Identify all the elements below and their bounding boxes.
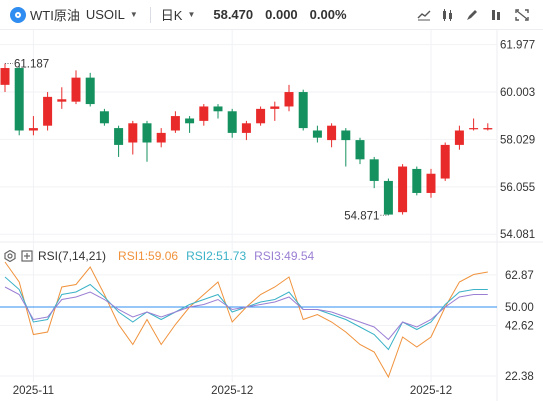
candle-body	[341, 130, 351, 141]
settings-icon[interactable]	[486, 6, 506, 24]
rsi-panel	[0, 261, 497, 379]
candle-body	[398, 166, 408, 213]
price-change: 0.000	[265, 7, 298, 22]
candle-body	[298, 92, 308, 129]
price-tick-label: 60.003	[500, 87, 535, 99]
candle-body	[469, 128, 479, 130]
candle-body	[327, 125, 337, 141]
trend-line-icon[interactable]	[414, 6, 434, 24]
rsi-tick-label: 50.00	[505, 302, 534, 314]
candle-body	[43, 96, 53, 126]
chart-title: WTI原油	[30, 8, 80, 23]
divider	[149, 6, 151, 23]
indicator-settings-icon[interactable]	[21, 250, 33, 262]
candle-body	[227, 111, 237, 133]
indicator-icon[interactable]	[438, 6, 458, 24]
candle-body	[14, 68, 24, 131]
rsi-tick-label: 62.87	[505, 270, 534, 282]
candle-body	[85, 77, 95, 105]
candle-body	[114, 128, 124, 145]
rsi-indicator-name: RSI(7,14,21)	[38, 249, 107, 263]
candle-body	[454, 130, 464, 145]
period-selector[interactable]: 日K	[160, 8, 183, 23]
wti-logo-icon	[10, 6, 26, 23]
candle-body	[199, 106, 209, 121]
rsi-tick-label: 42.62	[505, 320, 534, 332]
candle-body	[156, 132, 166, 143]
max-price-label: 61.187	[14, 59, 49, 71]
candle-body	[284, 92, 294, 107]
candle-body	[128, 123, 138, 143]
candle-body	[241, 123, 251, 133]
rsi-line-rsi3	[4, 286, 488, 341]
date-axis: 2025-11 2025-12 2025-12	[13, 385, 452, 397]
candle-body	[426, 173, 436, 193]
candle-body	[28, 128, 38, 131]
candle-body	[312, 130, 322, 138]
eye-icon[interactable]	[4, 250, 16, 262]
draw-icon[interactable]	[462, 6, 482, 24]
candle-body	[256, 108, 266, 124]
date-tick-label: 2025-11	[13, 385, 54, 397]
rsi1-value: RSI1:59.06	[118, 249, 179, 263]
grid-lines	[0, 30, 497, 382]
rsi-tick-label: 22.38	[505, 371, 534, 383]
price-tick-label: 58.029	[500, 134, 535, 146]
last-price: 58.470	[213, 7, 254, 22]
price-tick-label: 61.977	[500, 40, 535, 52]
chevron-down-icon[interactable]: ▼	[129, 10, 138, 19]
candles: 61.187 54.871	[0, 59, 493, 222]
candle-body	[170, 116, 180, 131]
candle-body	[412, 168, 422, 193]
price-tick-label: 54.081	[500, 229, 535, 241]
candle-body	[355, 140, 365, 160]
candle-body	[270, 106, 280, 109]
candle-body	[185, 118, 195, 124]
rsi-line-rsi1	[4, 261, 488, 379]
price-change-percent: 0.00%	[309, 7, 347, 22]
chevron-down-icon[interactable]: ▼	[187, 10, 196, 19]
price-tick-label: 56.055	[500, 182, 535, 194]
chart-header: WTI原油 USOIL ▼ 日K ▼ 58.470 0.000 0.00%	[0, 0, 543, 30]
rsi3-value: RSI3:49.54	[254, 249, 315, 263]
instrument-selector[interactable]: USOIL	[85, 7, 125, 22]
candlestick-chart[interactable]: 61.187 54.871 61.977 60.003 58.029 56.055 54.…	[0, 30, 543, 401]
candle-body	[369, 159, 379, 181]
date-tick-label: 2025-12	[211, 385, 253, 397]
candle-body	[142, 123, 152, 143]
rsi2-value: RSI2:51.73	[186, 249, 247, 263]
candle-body	[213, 106, 223, 112]
fullscreen-icon[interactable]	[512, 6, 532, 24]
candle-body	[440, 144, 450, 179]
min-price-label: 54.871	[344, 210, 379, 222]
date-tick-label: 2025-12	[410, 385, 452, 397]
candle-body	[57, 99, 67, 102]
candle-body	[99, 111, 109, 124]
candle-body	[383, 180, 393, 215]
candle-body	[0, 68, 10, 85]
price-axis: 61.977 60.003 58.029 56.055 54.081 62.87 50.00…	[500, 40, 535, 383]
rsi-legend: RSI(7,14,21) RSI1:59.06 RSI2:51.73 RSI3:…	[4, 247, 314, 265]
candle-body	[71, 77, 81, 102]
rsi-line-rsi2	[4, 276, 488, 351]
